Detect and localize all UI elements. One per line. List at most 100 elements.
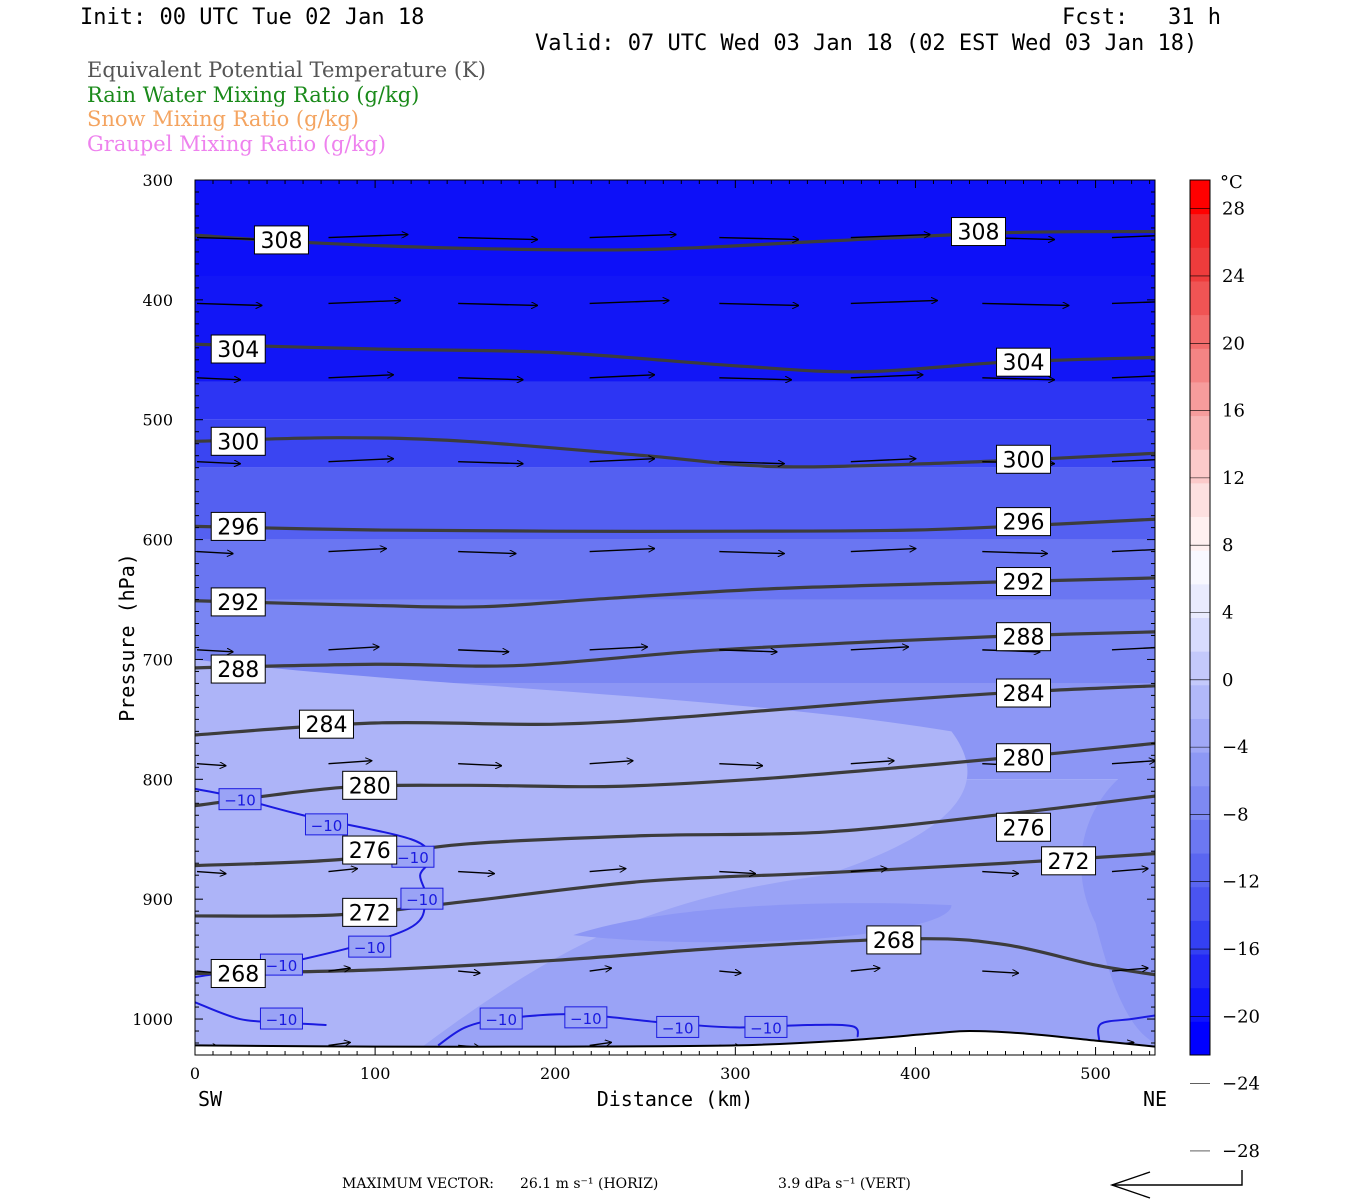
wind-vector	[328, 869, 357, 872]
theta-e-contour-label: 304	[210, 334, 266, 364]
y-tick-label: 1000	[132, 1010, 173, 1029]
theta-e-contour-label: 280	[996, 743, 1052, 773]
plot-frame	[194, 179, 1156, 1056]
wind-vector	[589, 459, 655, 462]
wind-vector	[196, 764, 226, 766]
colorbar-swatch	[1190, 583, 1210, 618]
wind-vector	[1111, 646, 1155, 651]
wind-vector	[850, 235, 930, 238]
wind-vector	[458, 552, 516, 554]
theta-e-contour-label: 268	[210, 958, 266, 988]
wind-vector	[328, 300, 400, 303]
colorbar-swatch	[1190, 314, 1210, 349]
temperature-contour-label: −10	[259, 1007, 303, 1030]
colorbar-tick-label: 12	[1222, 468, 1245, 489]
svg-text:280: 280	[349, 774, 391, 799]
colorbar-tick-label: 20	[1222, 333, 1245, 354]
wind-vector	[328, 1042, 350, 1045]
temperature-fill-lobe	[573, 903, 952, 943]
svg-text:300: 300	[1003, 448, 1045, 473]
svg-text:288: 288	[217, 658, 259, 683]
theta-e-contour-label: 300	[996, 444, 1052, 474]
theta-e-contour-label: 272	[342, 897, 398, 927]
temperature-contour-label: −10	[656, 1015, 700, 1038]
wind-vector	[196, 303, 262, 305]
theta-e-contour	[195, 937, 1155, 977]
colorbar-unit: °C	[1220, 172, 1243, 193]
colorbar-tick-label: −8	[1222, 804, 1249, 825]
x-axis-title: Distance (km)	[597, 1087, 754, 1111]
theta-e-contour-label: 276	[342, 835, 398, 865]
svg-text:284: 284	[305, 713, 347, 738]
wind-vector	[850, 647, 909, 650]
wind-vector	[719, 303, 798, 305]
colorbar-swatch	[1190, 651, 1210, 686]
temperature-fill-band	[195, 599, 1155, 684]
temperature-contour	[195, 787, 431, 979]
colorbar-swatch	[1190, 886, 1210, 921]
theta-e-contour-label: 276	[996, 812, 1052, 842]
colorbar-tick-label: −20	[1222, 1006, 1260, 1027]
svg-text:−10: −10	[266, 957, 298, 975]
wind-vector	[1111, 235, 1155, 239]
y-tick-label: 600	[142, 531, 173, 550]
wind-vector	[719, 462, 784, 464]
temperature-contour	[1097, 1014, 1155, 1041]
colorbar-swatch	[1190, 819, 1210, 854]
x-tick-label: 500	[1080, 1064, 1111, 1083]
wind-vector	[196, 872, 226, 874]
wind-vector	[328, 968, 350, 971]
field-legend-item: Rain Water Mixing Ratio (g/kg)	[87, 82, 420, 107]
colorbar-swatch	[1190, 954, 1210, 989]
theta-e-contour-label: 292	[996, 567, 1052, 597]
wind-vector	[719, 971, 741, 973]
wind-vector	[850, 300, 937, 303]
colorbar-swatch	[1190, 987, 1210, 1022]
colorbar-swatch	[1190, 516, 1210, 551]
colorbar-tick-label: 28	[1222, 199, 1245, 220]
y-tick-label: 300	[142, 171, 173, 190]
wind-vector	[458, 872, 494, 874]
colorbar-swatch	[1190, 853, 1210, 888]
y-tick-label: 900	[142, 890, 173, 909]
temperature-contour-label: −10	[348, 935, 392, 958]
wind-vector	[719, 650, 777, 652]
svg-text:292: 292	[1003, 571, 1045, 596]
svg-text:296: 296	[217, 515, 259, 540]
field-legend-item: Snow Mixing Ratio (g/kg)	[87, 107, 359, 131]
wind-vector	[589, 968, 612, 971]
colorbar-swatch	[1190, 247, 1210, 282]
wind-vector	[719, 238, 798, 240]
colorbar-swatch	[1190, 280, 1210, 316]
colorbar-swatch	[1190, 482, 1210, 518]
svg-text:−10: −10	[750, 1019, 782, 1037]
temperature-contour-label: −10	[304, 813, 348, 836]
svg-text:276: 276	[1003, 816, 1045, 841]
colorbar-tick-label: −4	[1222, 737, 1249, 758]
wind-vector	[719, 552, 784, 554]
wind-vector	[589, 235, 676, 238]
wind-vector	[328, 235, 407, 238]
wind-vector	[328, 459, 393, 462]
wind-vector	[719, 378, 791, 380]
wind-vector	[1111, 761, 1155, 764]
svg-text:−10: −10	[485, 1011, 517, 1029]
colorbar-swatch	[1190, 213, 1210, 248]
svg-text:−10: −10	[354, 939, 386, 957]
temperature-contour-label: −10	[218, 788, 262, 811]
colorbar-swatch	[1190, 348, 1210, 383]
wind-vector	[850, 869, 887, 872]
colorbar-swatch	[1190, 920, 1210, 955]
max-vector-vert: 3.9 dPa s⁻¹ (VERT)	[778, 1176, 911, 1192]
theta-e-contour-label: 268	[866, 925, 922, 955]
colorbar-tick-label: −12	[1222, 872, 1260, 893]
y-tick-label: 800	[142, 770, 173, 789]
theta-e-contour-label: 288	[210, 654, 266, 684]
wind-vector	[458, 378, 523, 380]
wind-vector	[982, 872, 1018, 874]
wind-vector	[589, 549, 655, 552]
x-tick-label: 200	[540, 1064, 571, 1083]
colorbar-tick-label: 8	[1222, 535, 1233, 556]
svg-text:308: 308	[957, 221, 999, 246]
colorbar-swatch	[1190, 785, 1210, 820]
